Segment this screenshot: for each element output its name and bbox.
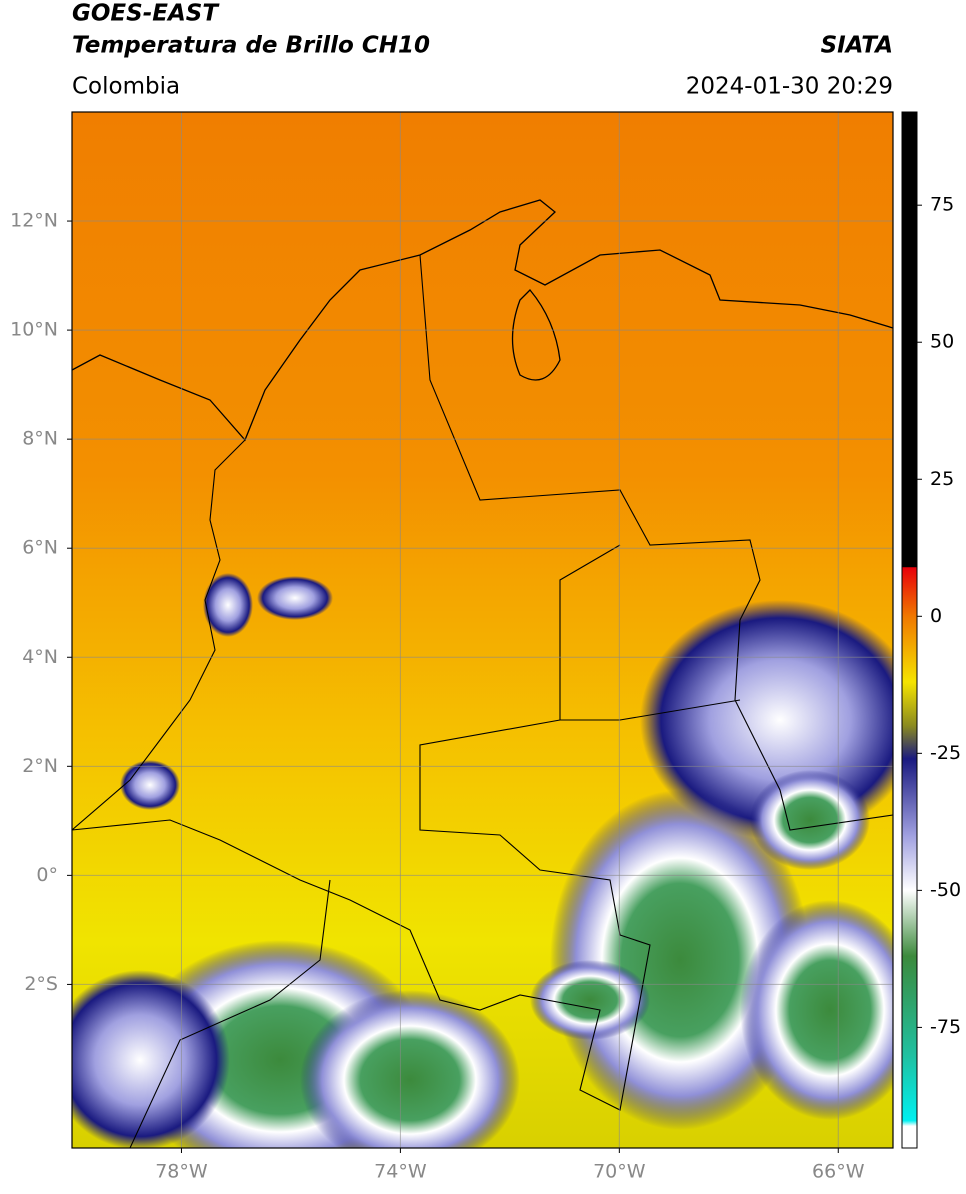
cloud-area xyxy=(257,576,333,620)
colorbar-tick-label: 0 xyxy=(930,605,942,627)
grid xyxy=(72,112,893,1148)
colorbar xyxy=(901,111,918,1149)
y-tick-label: 8°N xyxy=(22,428,58,450)
y-tick-label: 10°N xyxy=(10,319,58,341)
y-tick-label: 4°N xyxy=(22,646,58,668)
source: SIATA xyxy=(821,33,893,59)
x-tick-label: 66°W xyxy=(812,1161,865,1183)
region: Colombia xyxy=(72,74,180,100)
y-tick-label: 12°N xyxy=(10,210,58,232)
x-tick-label: 78°W xyxy=(155,1161,208,1183)
y-tick-label: 0° xyxy=(36,864,58,886)
colorbar-tick-label: -50 xyxy=(930,879,961,901)
map-field xyxy=(72,112,893,1148)
storm-area xyxy=(530,960,650,1040)
coastline xyxy=(72,199,893,442)
y-tick-label: 6°N xyxy=(22,537,58,559)
lake-maracaibo xyxy=(511,289,561,381)
cloud-area xyxy=(72,970,230,1148)
cloud-area xyxy=(120,760,180,810)
colorbar-tick-label: -75 xyxy=(930,1016,961,1038)
y-tick-label: 2°S xyxy=(24,973,58,995)
borders xyxy=(72,254,893,1148)
map-frame xyxy=(71,111,894,1149)
cloud-area xyxy=(203,573,253,637)
colorbar-tick-label: -25 xyxy=(930,742,961,764)
title: GOES-EAST xyxy=(72,1,220,27)
colorbar-tick-label: 25 xyxy=(930,468,954,490)
datetime: 2024-01-30 20:29 xyxy=(686,74,893,100)
colorbar-tick-label: 75 xyxy=(930,194,954,216)
storm-area xyxy=(740,900,893,1120)
storm-area xyxy=(750,770,870,870)
x-tick-label: 74°W xyxy=(374,1161,427,1183)
x-tick-label: 70°W xyxy=(593,1161,646,1183)
y-tick-label: 2°N xyxy=(22,755,58,777)
colorbar-tick-label: 50 xyxy=(930,331,954,353)
storm-area xyxy=(300,990,520,1148)
subtitle: Temperatura de Brillo CH10 xyxy=(72,33,430,59)
